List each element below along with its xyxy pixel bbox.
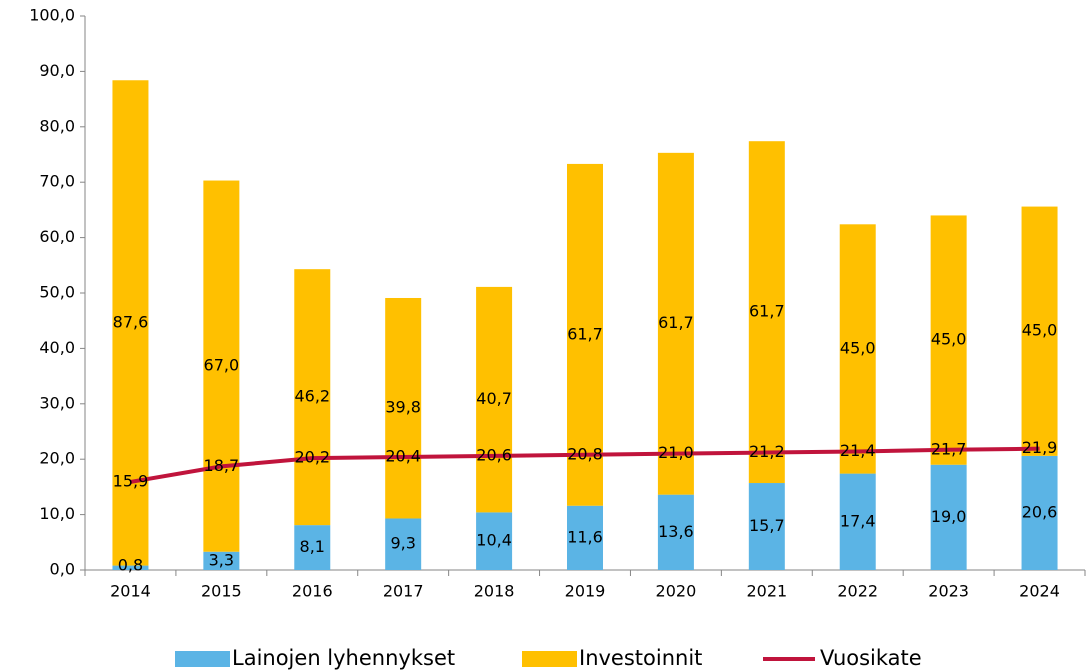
data-label: 21,9 <box>1022 438 1058 457</box>
data-label: 20,6 <box>476 445 512 464</box>
data-label: 20,2 <box>294 448 330 467</box>
x-tick-label: 2021 <box>746 582 787 601</box>
y-tick-label: 30,0 <box>39 393 75 412</box>
y-tick-label: 90,0 <box>39 61 75 80</box>
y-tick-label: 50,0 <box>39 283 75 302</box>
data-label: 61,7 <box>658 313 694 332</box>
legend-label: Lainojen lyhennykset <box>232 646 455 670</box>
bar-segment <box>748 483 785 570</box>
data-label: 61,7 <box>749 302 785 321</box>
y-tick-label: 20,0 <box>39 449 75 468</box>
data-label: 21,4 <box>840 441 876 460</box>
x-tick-label: 2019 <box>565 582 606 601</box>
x-tick-label: 2017 <box>383 582 424 601</box>
bar-segment <box>385 518 422 570</box>
y-tick-label: 40,0 <box>39 338 75 357</box>
data-label: 9,3 <box>390 534 415 553</box>
bar-segment <box>839 224 876 474</box>
legend-label: Vuosikate <box>820 646 922 670</box>
data-label: 10,4 <box>476 531 512 550</box>
bar-segment <box>930 215 967 465</box>
bar-segment <box>748 141 785 484</box>
data-label: 46,2 <box>294 387 330 406</box>
x-tick-label: 2020 <box>656 582 697 601</box>
x-tick-label: 2024 <box>1019 582 1060 601</box>
data-label: 3,3 <box>209 550 234 569</box>
data-label: 20,4 <box>385 446 421 465</box>
y-tick-label: 100,0 <box>29 6 75 25</box>
y-tick-label: 0,0 <box>50 560 75 579</box>
bar-segment <box>476 512 513 570</box>
data-label: 21,7 <box>931 439 967 458</box>
x-tick-label: 2014 <box>110 582 151 601</box>
line <box>130 446 1040 484</box>
data-label: 0,8 <box>118 556 143 575</box>
data-label: 17,4 <box>840 511 876 530</box>
x-tick-label: 2018 <box>474 582 515 601</box>
bar-segment <box>657 152 694 495</box>
data-label: 21,0 <box>658 443 694 462</box>
bar-segment <box>294 269 331 526</box>
data-label: 19,0 <box>931 507 967 526</box>
y-tick-label: 60,0 <box>39 227 75 246</box>
data-label: 21,2 <box>749 442 785 461</box>
bar-segment <box>1021 455 1058 570</box>
bar-segment <box>112 565 149 570</box>
bar-segment <box>567 505 603 570</box>
y-tick-label: 70,0 <box>39 172 75 191</box>
data-label: 13,6 <box>658 522 694 541</box>
bar-segment <box>1021 206 1058 456</box>
bar-segment <box>476 286 513 513</box>
data-label: 15,7 <box>749 516 785 535</box>
legend-swatch <box>175 651 230 667</box>
data-label: 20,6 <box>1022 502 1058 521</box>
legend-label: Investoinnit <box>579 646 702 670</box>
data-label: 67,0 <box>204 356 240 375</box>
x-tick-label: 2022 <box>837 582 878 601</box>
x-tick-label: 2016 <box>292 582 333 601</box>
bar-segment <box>294 525 331 570</box>
legend-swatch <box>522 651 577 667</box>
bar-segment <box>112 80 149 566</box>
data-label: 45,0 <box>840 338 876 357</box>
data-label: 8,1 <box>300 537 325 556</box>
bar-segment <box>567 163 603 506</box>
data-label: 39,8 <box>385 398 421 417</box>
y-tick-label: 80,0 <box>39 116 75 135</box>
y-tick-label: 10,0 <box>39 504 75 523</box>
bar-segment <box>930 464 967 570</box>
x-tick-label: 2015 <box>201 582 242 601</box>
bar-segment <box>657 494 694 570</box>
data-label: 15,9 <box>113 471 149 490</box>
bar-segment <box>839 473 876 570</box>
bar-segment <box>203 551 240 570</box>
x-tick-label: 2023 <box>928 582 969 601</box>
bar-segment <box>385 297 422 519</box>
bar-segment <box>203 180 240 552</box>
data-label: 20,8 <box>567 444 603 463</box>
data-label: 11,6 <box>567 527 603 546</box>
data-label: 45,0 <box>1022 321 1058 340</box>
data-label: 18,7 <box>204 456 240 475</box>
data-label: 45,0 <box>931 330 967 349</box>
data-label: 61,7 <box>567 324 603 343</box>
data-label: 87,6 <box>113 312 149 331</box>
data-label: 40,7 <box>476 389 512 408</box>
